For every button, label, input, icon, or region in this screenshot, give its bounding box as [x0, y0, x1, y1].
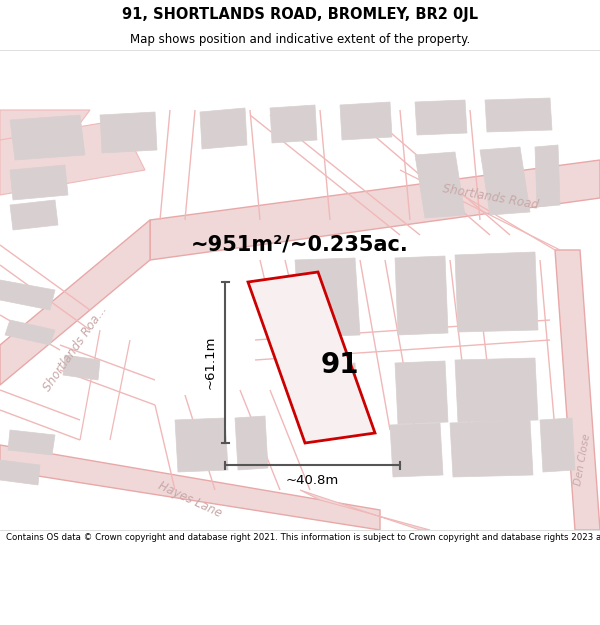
Polygon shape — [390, 423, 443, 477]
Polygon shape — [0, 110, 90, 150]
Polygon shape — [248, 272, 375, 443]
Polygon shape — [175, 418, 228, 472]
Polygon shape — [10, 165, 68, 200]
Polygon shape — [450, 420, 533, 477]
Text: 91: 91 — [321, 351, 359, 379]
Polygon shape — [235, 416, 268, 470]
Polygon shape — [480, 147, 530, 215]
Polygon shape — [295, 258, 360, 337]
Text: ~61.1m: ~61.1m — [203, 336, 217, 389]
Text: 91, SHORTLANDS ROAD, BROMLEY, BR2 0JL: 91, SHORTLANDS ROAD, BROMLEY, BR2 0JL — [122, 8, 478, 22]
Polygon shape — [10, 200, 58, 230]
Text: Shortlands Road: Shortlands Road — [441, 182, 539, 212]
Polygon shape — [0, 445, 380, 530]
Polygon shape — [415, 152, 465, 218]
Text: ~951m²/~0.235ac.: ~951m²/~0.235ac. — [191, 235, 409, 255]
Polygon shape — [540, 418, 575, 472]
Polygon shape — [150, 160, 600, 260]
Text: ~40.8m: ~40.8m — [286, 474, 339, 488]
Text: Den Close: Den Close — [574, 433, 592, 487]
Text: Map shows position and indicative extent of the property.: Map shows position and indicative extent… — [130, 32, 470, 46]
Polygon shape — [0, 460, 40, 485]
Polygon shape — [10, 115, 85, 160]
Polygon shape — [535, 145, 560, 207]
Polygon shape — [395, 361, 448, 424]
Polygon shape — [485, 98, 552, 132]
Polygon shape — [0, 280, 55, 310]
Text: Contains OS data © Crown copyright and database right 2021. This information is : Contains OS data © Crown copyright and d… — [6, 533, 600, 542]
Polygon shape — [270, 105, 317, 143]
Polygon shape — [415, 100, 467, 135]
Text: Shortlands Roa…: Shortlands Roa… — [41, 302, 109, 393]
Polygon shape — [455, 252, 538, 332]
Polygon shape — [200, 108, 247, 149]
Polygon shape — [100, 112, 157, 153]
Polygon shape — [340, 102, 392, 140]
Polygon shape — [555, 250, 600, 530]
Polygon shape — [63, 355, 100, 380]
Polygon shape — [455, 358, 538, 422]
Polygon shape — [395, 256, 448, 335]
Text: Hayes Lane: Hayes Lane — [156, 479, 224, 521]
Polygon shape — [5, 320, 55, 345]
Polygon shape — [295, 363, 358, 427]
Polygon shape — [0, 220, 150, 385]
Polygon shape — [8, 430, 55, 455]
Polygon shape — [300, 490, 430, 530]
Polygon shape — [0, 120, 145, 195]
